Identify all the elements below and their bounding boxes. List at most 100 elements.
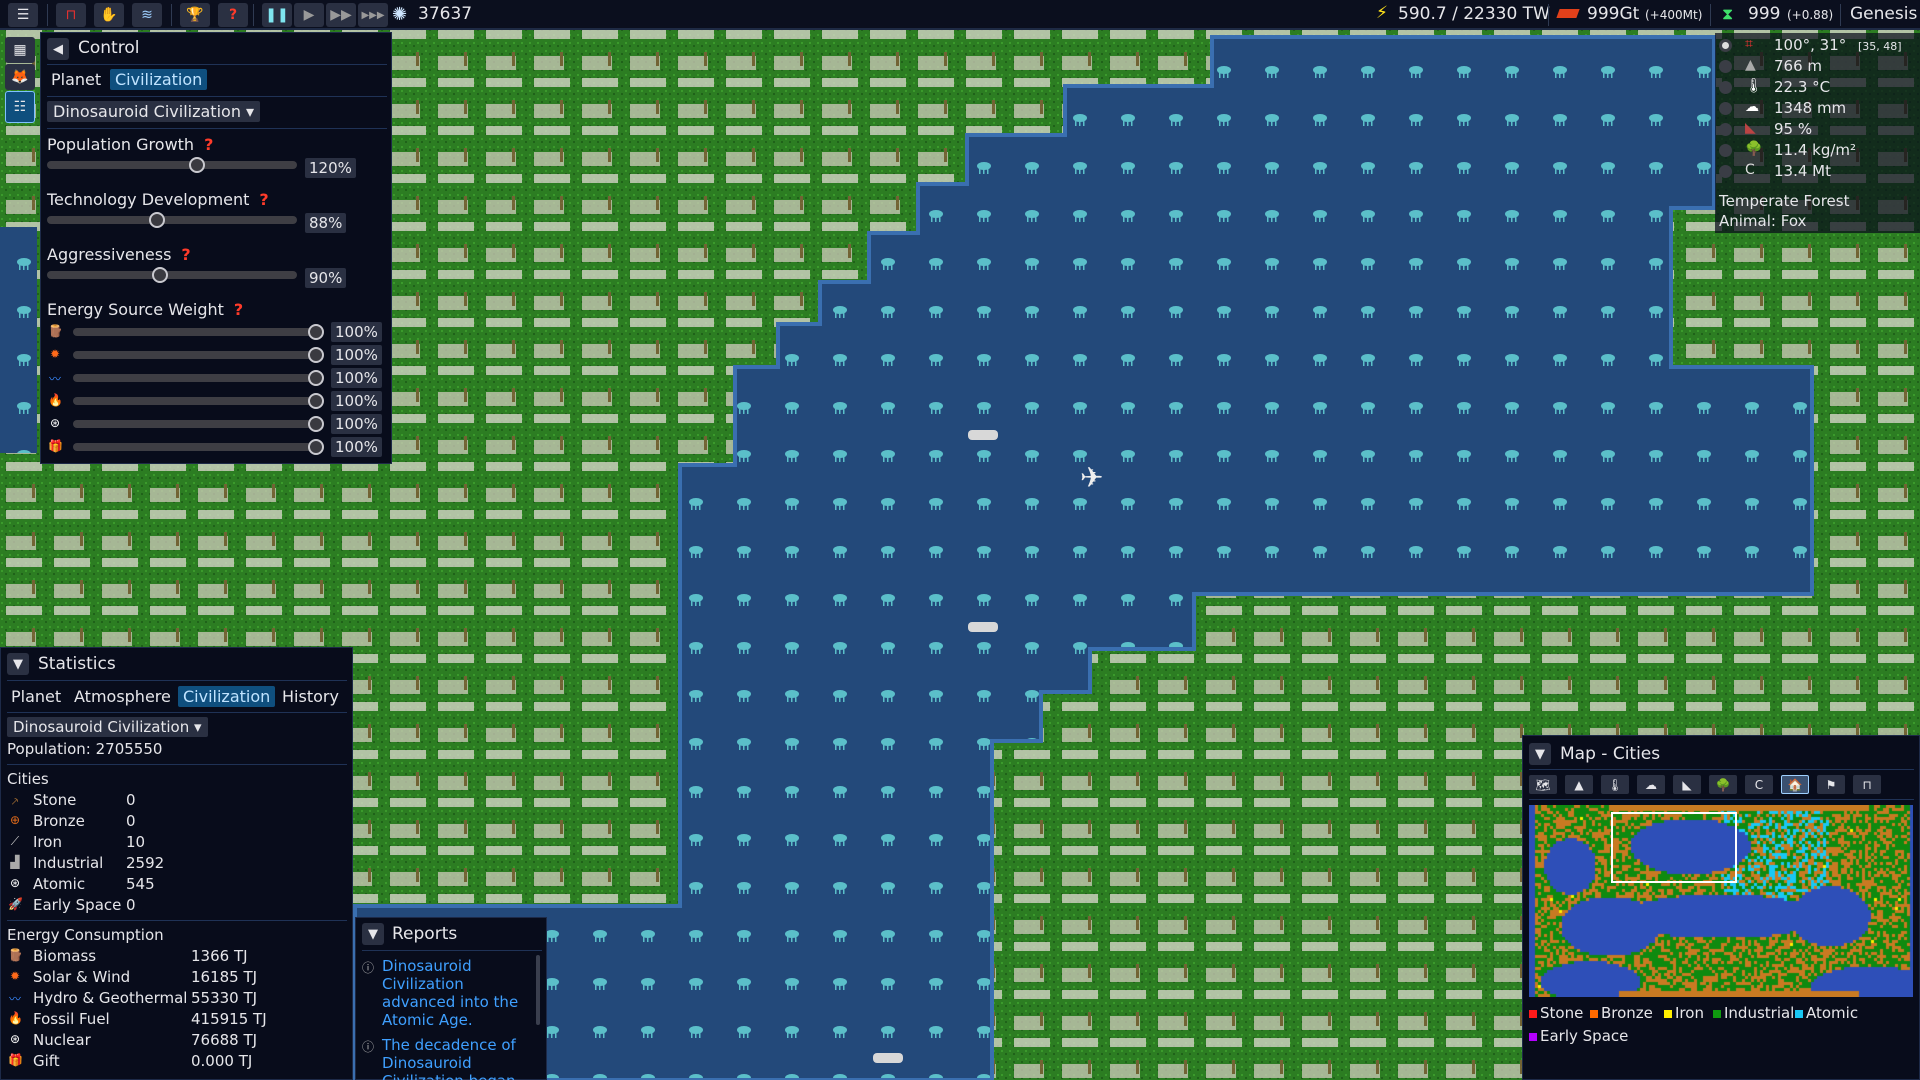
year-counter: 37637 xyxy=(418,4,473,24)
tile-layer-radio[interactable] xyxy=(1719,102,1732,115)
minimap-canvas[interactable] xyxy=(1529,805,1913,997)
help-icon[interactable]: ? xyxy=(204,135,214,154)
collapse-minimap-button[interactable]: ▼ xyxy=(1529,743,1551,765)
hydro-icon: 〰 xyxy=(48,372,61,386)
thermometer-icon: 🌡 xyxy=(1745,78,1763,94)
tile-layer-radio[interactable] xyxy=(1719,165,1732,178)
report-item[interactable]: Dinosauroid Civilization advanced into t… xyxy=(382,957,519,1029)
minimap-tool-terrain[interactable]: 🗺 xyxy=(1529,775,1557,794)
fast-forward-icon: ▶▶ xyxy=(330,7,352,23)
hand-icon: ✋ xyxy=(100,7,118,23)
menu-button[interactable]: ☰ xyxy=(8,3,38,27)
energy-weight-slider[interactable] xyxy=(73,416,324,432)
help-icon[interactable]: ? xyxy=(181,245,191,264)
energy-weight-slider[interactable] xyxy=(73,370,324,386)
stats-tab-planet[interactable]: Planet xyxy=(11,687,62,706)
city-type-count: 10 xyxy=(126,833,146,851)
slider-handle[interactable] xyxy=(151,267,168,283)
pause-button[interactable]: ❚❚ xyxy=(262,3,292,27)
minimap-tool-biomass[interactable]: 🌳 xyxy=(1709,775,1737,794)
layers-button[interactable]: ≋ xyxy=(132,3,162,27)
legend-swatch xyxy=(1590,1010,1598,1018)
energy-weight-slider[interactable] xyxy=(73,347,324,363)
population-growth-slider[interactable] xyxy=(47,157,297,173)
fast-forward-button[interactable]: ▶▶ xyxy=(326,3,356,27)
minimap-tool-cities[interactable]: 🏠 xyxy=(1781,775,1809,794)
legend-swatch xyxy=(1664,1010,1672,1018)
slider-handle[interactable] xyxy=(149,212,165,228)
reports-title: Reports xyxy=(392,924,458,944)
slider-handle[interactable] xyxy=(307,324,324,340)
technology-development-value: 88% xyxy=(305,213,347,233)
fastest-button[interactable]: ▶▶▶ xyxy=(358,3,388,27)
report-item[interactable]: The decadence of Dinosauroid Civilizatio… xyxy=(382,1036,516,1080)
slider-handle[interactable] xyxy=(307,370,324,386)
minimap-tool-flag[interactable]: ⚑ xyxy=(1817,775,1845,794)
control-civ-select[interactable]: Dinosauroid Civilization ▾ xyxy=(47,101,261,122)
energy-source-label: Fossil Fuel xyxy=(33,1010,110,1028)
biomass-icon: 🌳 xyxy=(1715,777,1731,792)
stats-tab-atmosphere[interactable]: Atmosphere xyxy=(74,687,171,706)
slider-handle[interactable] xyxy=(307,347,324,363)
nuclear-icon: ⊛ xyxy=(9,1032,21,1046)
landmark-tab[interactable]: ▦ xyxy=(5,37,35,63)
elevation-icon: ▲ xyxy=(1574,777,1584,792)
control-tab[interactable]: ☷ xyxy=(5,91,35,123)
aggressiveness-slider[interactable] xyxy=(47,267,297,283)
city-type-count: 0 xyxy=(126,896,136,914)
tile-layer-radio[interactable] xyxy=(1719,123,1732,136)
minimap-title: Map - Cities xyxy=(1560,744,1661,764)
dna-icon: ⧗ xyxy=(1722,4,1734,23)
minimap-tool-fertility[interactable]: ◣ xyxy=(1673,775,1701,794)
collapse-reports-button[interactable]: ▼ xyxy=(362,923,384,945)
minimap-tool-carbon[interactable]: C xyxy=(1745,775,1773,794)
temperature-icon: 🌡 xyxy=(1607,777,1623,792)
minimap-tool-elevation[interactable]: ▲ xyxy=(1565,775,1593,794)
energy-weight-slider[interactable] xyxy=(73,439,324,455)
slider-handle[interactable] xyxy=(307,439,324,455)
slider-handle[interactable] xyxy=(307,416,324,432)
trophy-button[interactable]: 🏆 xyxy=(180,3,210,27)
stats-tab-civilization[interactable]: Civilization xyxy=(178,686,276,707)
legend-item: Industrial xyxy=(1713,1004,1794,1022)
play-button[interactable]: ▶ xyxy=(294,3,324,27)
ocean xyxy=(353,35,1814,1080)
crane-button[interactable]: ⊓ xyxy=(56,3,86,27)
tile-layer-radio[interactable] xyxy=(1719,144,1732,157)
tile-layer-radio[interactable] xyxy=(1719,39,1732,52)
caret-down-icon: ▼ xyxy=(1535,746,1545,762)
animal-tab[interactable]: 🦊 xyxy=(5,64,35,90)
aggressiveness-value: 90% xyxy=(305,268,347,288)
reports-scrollbar[interactable] xyxy=(536,955,540,1025)
stats-civ-select[interactable]: Dinosauroid Civilization ▾ xyxy=(7,717,208,737)
energy-source-value: 1366 TJ xyxy=(191,947,248,965)
slider-handle[interactable] xyxy=(189,157,205,173)
energy-weight-slider[interactable] xyxy=(73,393,324,409)
minimap-tool-crane[interactable]: ⊓ xyxy=(1853,775,1881,794)
minimap-tool-rainfall[interactable]: ☁ xyxy=(1637,775,1665,794)
caret-down-icon: ▼ xyxy=(368,926,378,942)
tree-icon: 🌳 xyxy=(1745,141,1763,157)
game-mode: Genesis xyxy=(1850,4,1918,24)
tile-layer-radio[interactable] xyxy=(1719,81,1732,94)
legend-swatch xyxy=(1713,1010,1721,1018)
tile-layer-radio[interactable] xyxy=(1719,60,1732,73)
info-icon: ⓘ xyxy=(362,961,375,975)
solar-wind-icon: ✹ xyxy=(49,347,61,361)
tile-fertility: 95 % xyxy=(1774,120,1813,138)
energy-weight-slider[interactable] xyxy=(73,324,324,340)
control-tab-civilization[interactable]: Civilization xyxy=(110,69,208,90)
collapse-statistics-button[interactable]: ▼ xyxy=(7,653,29,675)
hand-button[interactable]: ✋ xyxy=(94,3,124,27)
control-tab-planet[interactable]: Planet xyxy=(51,70,102,89)
help-icon[interactable]: ? xyxy=(233,300,244,319)
minimap-tool-temperature[interactable]: 🌡 xyxy=(1601,775,1629,794)
help-icon[interactable]: ? xyxy=(259,190,269,209)
technology-development-slider[interactable] xyxy=(47,212,297,228)
viewport-indicator[interactable] xyxy=(1611,812,1737,883)
help-button[interactable]: ? xyxy=(218,3,248,27)
stats-tab-history[interactable]: History xyxy=(282,687,339,706)
collapse-control-button[interactable]: ◀ xyxy=(47,38,69,60)
tile-grid: [35, 48] xyxy=(1858,40,1902,53)
slider-handle[interactable] xyxy=(307,393,324,409)
